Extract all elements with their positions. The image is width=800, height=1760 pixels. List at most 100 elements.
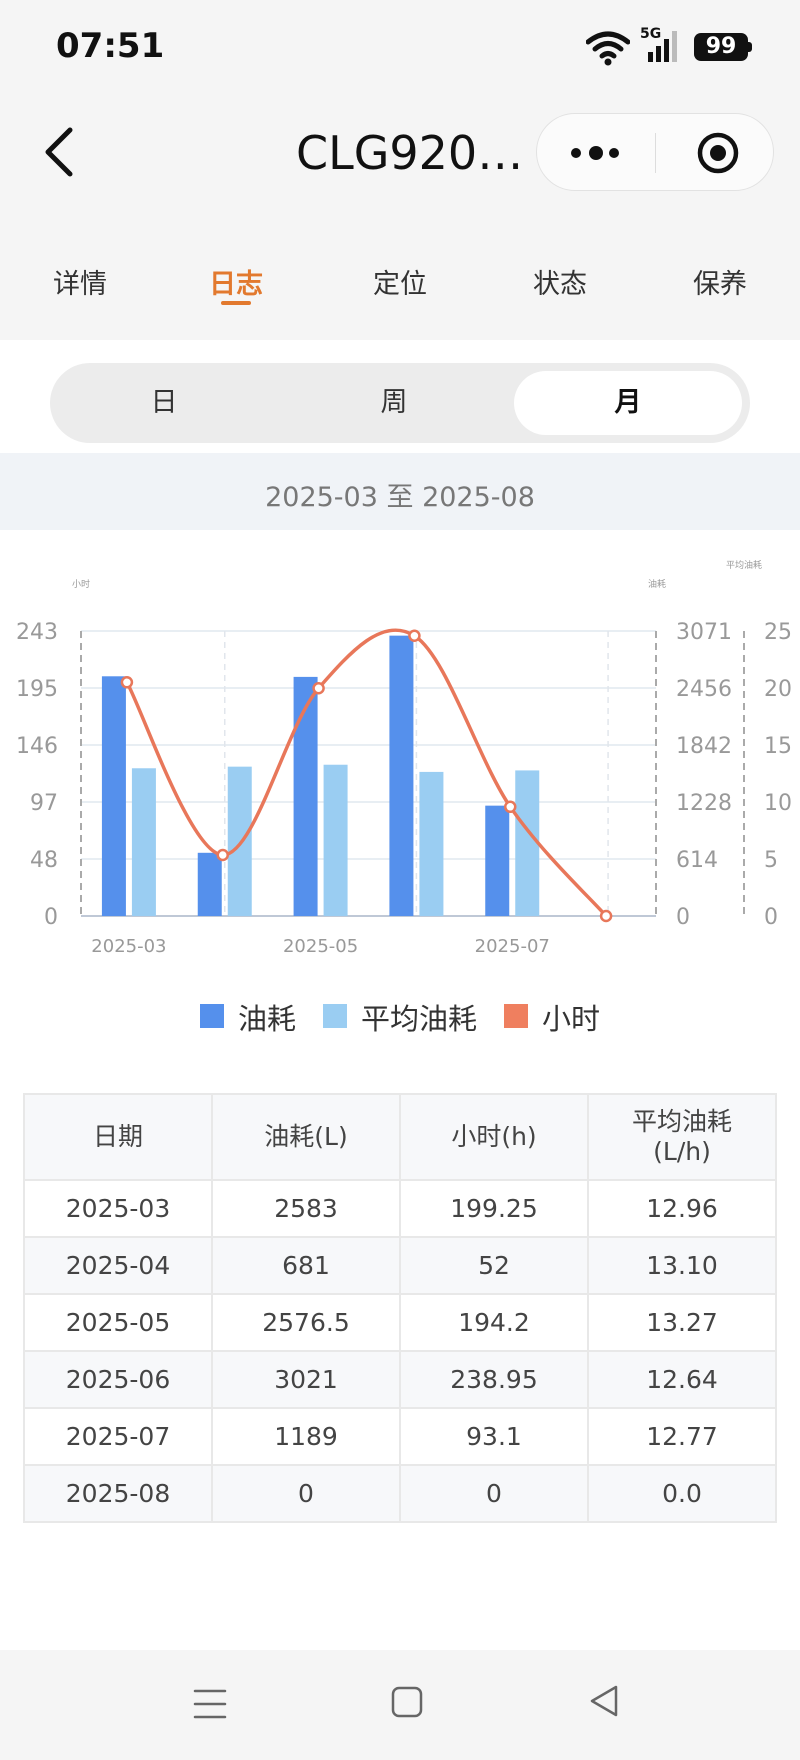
tab-details[interactable]: 详情 <box>53 269 107 300</box>
right2-axis-tick: 25 <box>764 620 792 645</box>
left-axis-tick: 146 <box>16 734 58 759</box>
cell-fuel: 0 <box>211 1464 401 1523</box>
cell-fuel: 2576.5 <box>211 1293 401 1352</box>
line-hours <box>125 628 608 918</box>
x-axis-tick: 2025-05 <box>283 936 358 957</box>
page-title: CLG920… <box>296 126 524 180</box>
tab-status[interactable]: 状态 <box>533 269 587 300</box>
chart-legend: 油耗 平均油耗 小时 <box>0 990 800 1040</box>
right2-axis-tick: 15 <box>764 734 792 759</box>
x-axis-tick: 2025-07 <box>475 936 550 957</box>
target-close-icon[interactable] <box>697 132 739 174</box>
fuel-hours-chart: 0 0 0 48 614 5 97 1228 10 146 1842 15 195 2456 20 243 30… <box>16 559 792 957</box>
period-month[interactable]: 月 <box>514 371 742 435</box>
date-range: 2025-03 至 2025-08 <box>265 482 535 513</box>
period-week[interactable]: 周 <box>380 387 408 418</box>
mini-program-capsule <box>536 113 774 191</box>
bar-avg-fuel <box>227 766 252 916</box>
header-date: 日期 <box>23 1093 213 1181</box>
cell-fuel: 3021 <box>211 1350 401 1409</box>
right-axis-label: 油耗 <box>648 578 666 590</box>
x-axis-tick: 2025-03 <box>91 936 166 957</box>
right-axis-tick: 0 <box>676 905 690 930</box>
cell-hours: 52 <box>399 1236 589 1295</box>
header-fuel: 油耗(L) <box>211 1093 401 1181</box>
legend-fuel-label: 油耗 <box>238 1002 297 1036</box>
cell-date: 2025-08 <box>23 1464 213 1523</box>
cell-fuel: 2583 <box>211 1179 401 1238</box>
tab-log[interactable]: 日志 <box>209 269 263 300</box>
right2-axis-label: 平均油耗 <box>726 559 762 571</box>
right-axis-tick: 3071 <box>676 620 732 645</box>
cell-date: 2025-07 <box>23 1407 213 1466</box>
cell-signal-icon <box>648 31 677 62</box>
right2-axis-tick: 10 <box>764 791 792 816</box>
tab-location[interactable]: 定位 <box>373 269 427 300</box>
top-tabs: 详情 日志 定位 状态 保养 <box>0 250 800 310</box>
cell-date: 2025-04 <box>23 1236 213 1295</box>
battery-level: 99 <box>694 33 748 61</box>
cell-avg-fuel: 0.0 <box>587 1464 777 1523</box>
cell-hours: 93.1 <box>399 1407 589 1466</box>
cell-hours: 194.2 <box>399 1293 589 1352</box>
period-day[interactable]: 日 <box>150 387 178 418</box>
header-avg-fuel: 平均油耗 (L/h) <box>587 1093 777 1181</box>
fuel-data-table: 日期 油耗(L) 小时(h) 平均油耗 (L/h) 2025-03 2583 1… <box>23 1093 777 1523</box>
date-range-bar: 2025-03 至 2025-08 <box>0 453 800 530</box>
network-type: 5G <box>640 26 662 42</box>
table-header-row: 日期 油耗(L) 小时(h) 平均油耗 (L/h) <box>23 1093 777 1181</box>
active-tab-indicator <box>221 301 251 305</box>
cell-date: 2025-06 <box>23 1350 213 1409</box>
table-row: 2025-06 3021 238.95 12.64 <box>23 1350 777 1409</box>
battery-tip <box>748 42 752 52</box>
legend-avg-fuel-swatch <box>323 1004 347 1028</box>
back-triangle-icon[interactable] <box>588 1684 620 1718</box>
bar-fuel <box>101 676 126 916</box>
table-row: 2025-07 1189 93.1 12.77 <box>23 1407 777 1466</box>
bar-avg-fuel <box>323 764 348 916</box>
left-axis-tick: 97 <box>30 791 58 816</box>
right2-axis-tick: 20 <box>764 677 792 702</box>
status-bar: 07:51 5G 99 <box>0 0 800 95</box>
left-axis-label: 小时 <box>72 578 90 590</box>
point-hours <box>599 909 613 923</box>
cell-hours: 0 <box>399 1464 589 1523</box>
table-row: 2025-08 0 0 0.0 <box>23 1464 777 1523</box>
right-axis-tick: 2456 <box>676 677 732 702</box>
bar-avg-fuel <box>419 771 444 916</box>
right2-axis-tick: 0 <box>764 905 778 930</box>
bar-fuel <box>197 852 222 916</box>
more-dots-icon[interactable] <box>565 134 635 172</box>
left-axis-tick: 48 <box>30 848 58 873</box>
cell-fuel: 1189 <box>211 1407 401 1466</box>
bar-fuel <box>293 676 318 916</box>
cell-fuel: 681 <box>211 1236 401 1295</box>
tab-maintenance[interactable]: 保养 <box>693 269 747 300</box>
left-axis-tick: 195 <box>16 677 58 702</box>
point-hours <box>504 800 517 814</box>
table-row: 2025-03 2583 199.25 12.96 <box>23 1179 777 1238</box>
cell-avg-fuel: 12.96 <box>587 1179 777 1238</box>
bar-avg-fuel <box>131 768 156 916</box>
right-axis-tick: 1842 <box>676 734 732 759</box>
cell-date: 2025-05 <box>23 1293 213 1352</box>
chevron-left-icon[interactable] <box>38 124 82 180</box>
home-square-icon[interactable] <box>390 1685 424 1719</box>
table-row: 2025-04 681 52 13.10 <box>23 1236 777 1295</box>
bar-fuel <box>389 635 414 916</box>
cell-avg-fuel: 12.64 <box>587 1350 777 1409</box>
menu-icon[interactable] <box>193 1687 227 1721</box>
legend-hours-swatch <box>504 1004 528 1028</box>
period-switch: 日 周 月 <box>50 363 750 443</box>
bar-fuel <box>485 805 510 916</box>
right-axis-tick: 614 <box>676 848 718 873</box>
point-hours <box>216 848 229 862</box>
cell-hours: 238.95 <box>399 1350 589 1409</box>
left-axis-tick: 0 <box>44 905 58 930</box>
point-hours <box>312 681 325 695</box>
cell-avg-fuel: 13.27 <box>587 1293 777 1352</box>
capsule-divider <box>655 133 656 173</box>
point-hours <box>120 676 134 689</box>
cell-avg-fuel: 13.10 <box>587 1236 777 1295</box>
system-navigation-bar <box>0 1650 800 1760</box>
